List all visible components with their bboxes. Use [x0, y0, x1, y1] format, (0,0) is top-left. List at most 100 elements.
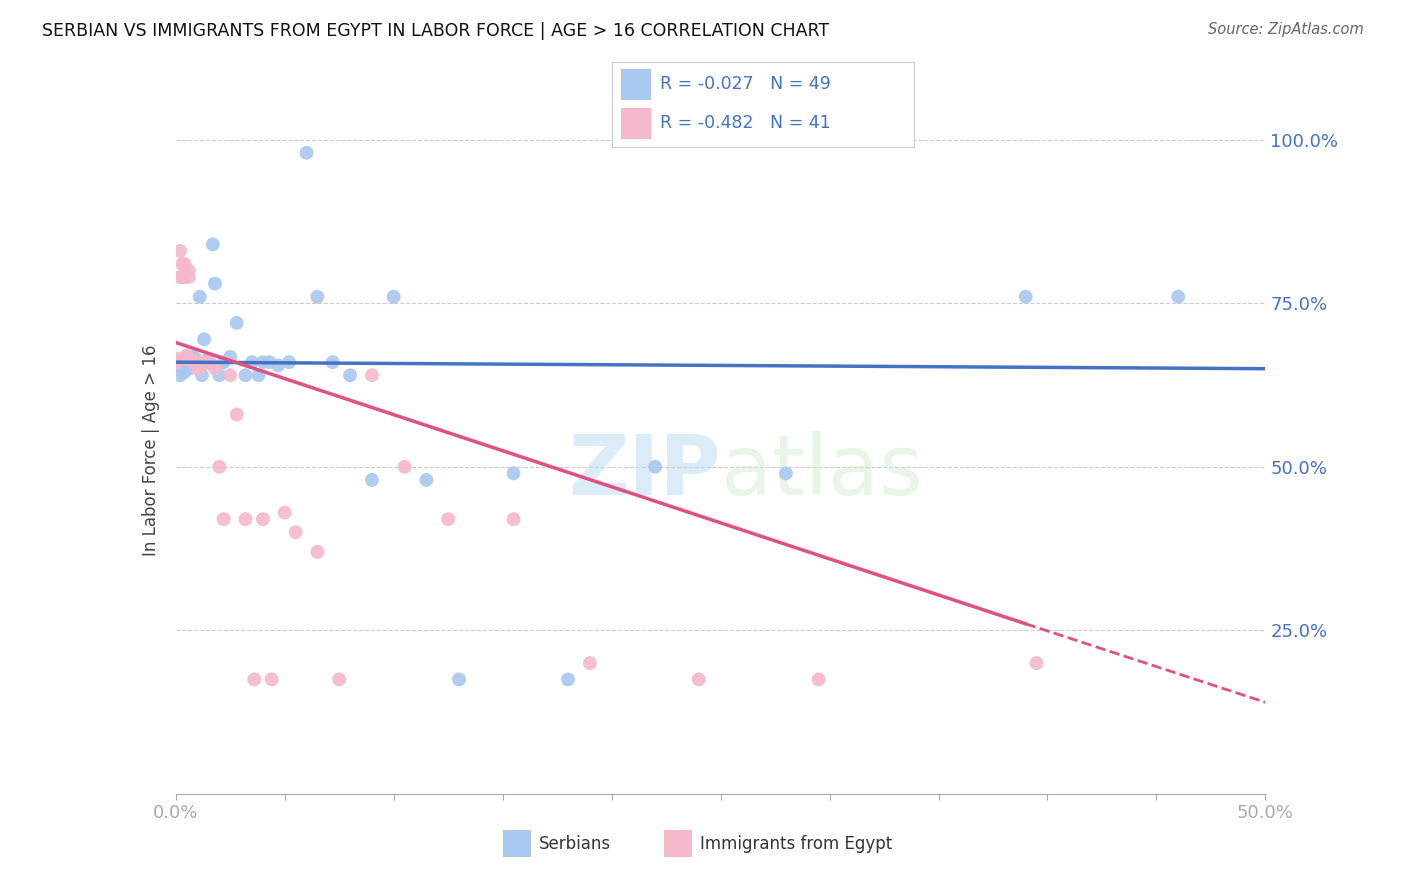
- Point: [169, 244, 191, 258]
- Point: [180, 351, 202, 366]
- Point: [167, 361, 190, 376]
- Point: [181, 355, 204, 369]
- Point: [322, 355, 344, 369]
- Point: [173, 257, 195, 271]
- Point: [195, 355, 218, 369]
- Point: [1167, 290, 1189, 304]
- Point: [212, 512, 235, 526]
- Point: [502, 467, 524, 481]
- Point: [219, 350, 242, 364]
- Point: [176, 359, 198, 373]
- Point: [181, 356, 204, 370]
- Point: [208, 368, 231, 383]
- Point: [180, 359, 202, 373]
- Point: [307, 545, 329, 559]
- Point: [176, 351, 198, 366]
- Point: [172, 270, 194, 285]
- Text: SERBIAN VS IMMIGRANTS FROM EGYPT IN LABOR FORCE | AGE > 16 CORRELATION CHART: SERBIAN VS IMMIGRANTS FROM EGYPT IN LABO…: [42, 22, 830, 40]
- Point: [252, 512, 274, 526]
- Point: [180, 351, 202, 366]
- Point: [184, 351, 207, 366]
- Text: atlas: atlas: [721, 431, 922, 512]
- Point: [502, 512, 524, 526]
- Point: [807, 673, 830, 687]
- Point: [177, 270, 200, 285]
- Point: [212, 355, 235, 369]
- Point: [176, 351, 198, 366]
- Text: Serbians: Serbians: [538, 835, 610, 853]
- Point: [177, 355, 200, 369]
- Point: [644, 459, 666, 474]
- Point: [247, 368, 270, 383]
- Point: [181, 350, 204, 364]
- Point: [415, 473, 437, 487]
- Point: [260, 673, 283, 687]
- Point: [775, 467, 797, 481]
- Point: [295, 145, 318, 160]
- Point: [197, 351, 219, 366]
- Text: Immigrants from Egypt: Immigrants from Egypt: [700, 835, 893, 853]
- Point: [307, 290, 329, 304]
- Point: [172, 257, 194, 271]
- Bar: [503, 830, 530, 857]
- Text: Source: ZipAtlas.com: Source: ZipAtlas.com: [1208, 22, 1364, 37]
- Point: [360, 368, 382, 383]
- Point: [259, 355, 281, 369]
- Point: [195, 355, 218, 369]
- Point: [447, 673, 470, 687]
- Y-axis label: In Labor Force | Age > 16: In Labor Force | Age > 16: [142, 344, 160, 557]
- Point: [240, 355, 263, 369]
- Point: [177, 361, 200, 376]
- Point: [339, 368, 361, 383]
- Point: [328, 673, 350, 687]
- Point: [172, 361, 194, 376]
- Text: R = -0.027   N = 49: R = -0.027 N = 49: [659, 76, 831, 94]
- Point: [579, 656, 602, 670]
- Text: ZIP: ZIP: [568, 431, 721, 512]
- Point: [1015, 290, 1038, 304]
- Point: [173, 365, 195, 379]
- Point: [360, 473, 382, 487]
- Point: [225, 316, 247, 330]
- Point: [184, 355, 207, 369]
- Bar: [620, 70, 651, 100]
- Point: [201, 237, 224, 252]
- Point: [235, 368, 257, 383]
- Point: [169, 270, 191, 285]
- Point: [219, 368, 242, 383]
- Point: [225, 408, 247, 422]
- Bar: [665, 830, 692, 857]
- Point: [167, 355, 190, 369]
- Point: [173, 270, 195, 285]
- Point: [169, 355, 191, 369]
- Point: [193, 332, 215, 346]
- Point: [278, 355, 301, 369]
- Point: [186, 355, 209, 369]
- Point: [382, 290, 405, 304]
- Point: [252, 355, 274, 369]
- Point: [169, 368, 191, 383]
- Point: [173, 351, 195, 366]
- Point: [177, 263, 200, 277]
- Point: [235, 512, 257, 526]
- Point: [557, 673, 579, 687]
- Point: [204, 277, 226, 291]
- Point: [267, 359, 290, 373]
- Point: [394, 459, 416, 474]
- Point: [688, 673, 710, 687]
- Point: [167, 351, 190, 366]
- Point: [186, 361, 209, 376]
- Point: [208, 459, 231, 474]
- Point: [200, 356, 222, 370]
- Point: [274, 506, 297, 520]
- Bar: [620, 108, 651, 139]
- Point: [188, 290, 211, 304]
- Point: [191, 359, 214, 373]
- Point: [1025, 656, 1047, 670]
- Point: [172, 355, 194, 369]
- Point: [437, 512, 460, 526]
- Point: [284, 525, 307, 540]
- Point: [204, 361, 226, 376]
- Point: [188, 355, 211, 369]
- Point: [191, 368, 214, 383]
